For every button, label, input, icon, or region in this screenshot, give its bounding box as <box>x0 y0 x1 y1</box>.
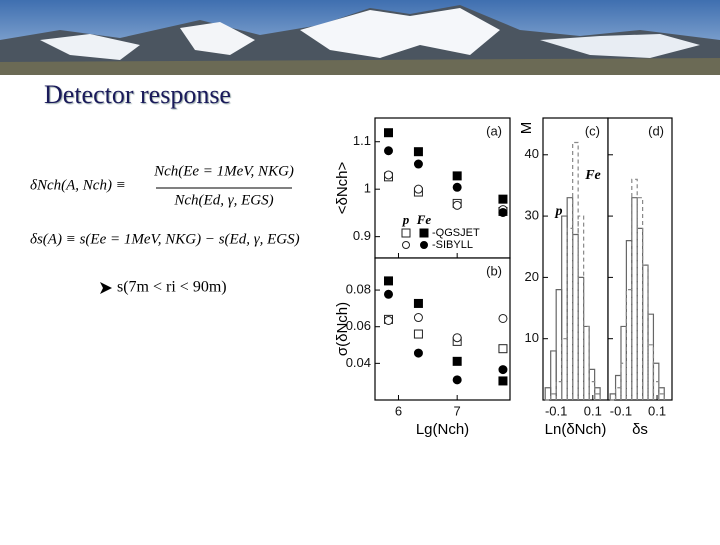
y-axis-label: M <box>518 122 535 135</box>
marker <box>384 315 393 325</box>
x-tick-label: 6 <box>395 403 402 418</box>
histogram-bin <box>555 381 563 400</box>
histogram-bin <box>583 325 590 400</box>
y-tick-label: 0.06 <box>346 318 371 333</box>
marker <box>384 276 393 286</box>
y-tick-label: 10 <box>525 330 539 345</box>
y-tick-label: 1.1 <box>353 133 371 148</box>
formula-lhs: δNch(A, Nch) ≡ <box>30 177 126 193</box>
histogram-bin <box>594 393 601 400</box>
x-tick-label: 0.1 <box>584 403 602 418</box>
marker <box>498 313 508 323</box>
x-tick-label: 7 <box>454 403 461 418</box>
legend-entry: -QGSJET <box>432 227 480 239</box>
y-tick-label: 40 <box>525 146 539 161</box>
legend-symbol <box>401 228 411 238</box>
histogram-bin <box>572 141 579 400</box>
marker <box>413 348 423 358</box>
histogram-bin <box>614 387 622 400</box>
x-tick-label: 0.1 <box>648 403 666 418</box>
plot-frame <box>374 117 511 259</box>
plots: 0.911.1(a)<δNch>p Fe-QGSJET-SIBYLL0.040.0… <box>334 117 673 438</box>
marker <box>452 333 462 343</box>
marker <box>413 184 423 194</box>
marker <box>413 298 423 308</box>
marker <box>384 289 393 299</box>
marker <box>452 200 462 210</box>
y-tick-label: 30 <box>525 208 539 223</box>
x-axis-label: δs <box>632 421 648 438</box>
histogram-bin <box>658 393 665 400</box>
formula-numerator: Nch(Ee = 1MeV, NKG) <box>153 163 294 179</box>
histogram-bin <box>647 344 655 400</box>
legend-symbol <box>419 228 429 238</box>
marker <box>498 207 508 217</box>
legend-symbol <box>420 241 428 249</box>
legend-entry: -SIBYLL <box>432 239 473 251</box>
y-tick-label: 1 <box>364 181 371 196</box>
marker <box>452 356 462 366</box>
marker <box>498 344 508 354</box>
annotation: p <box>555 204 563 219</box>
x-tick-label: -0.1 <box>610 403 632 418</box>
formula-2: δs(A) ≡ s(Ee = 1MeV, NKG) − s(Ed, γ, EGS… <box>30 231 300 247</box>
legend-column: p <box>402 212 410 227</box>
histogram-bin <box>577 215 585 400</box>
bullet-arrow <box>100 282 112 294</box>
formulas: δNch(A, Nch) ≡ Nch(Ee = 1MeV, NKG) Nch(E… <box>30 163 300 247</box>
x-tick-label: -0.1 <box>545 403 567 418</box>
y-axis-label: σ(δNch) <box>334 302 351 356</box>
bullet-text: s(7m < ri < 90m) <box>117 279 227 296</box>
marker <box>452 182 462 192</box>
marker <box>384 128 393 138</box>
y-tick-label: 0.9 <box>353 228 371 243</box>
banner <box>0 0 720 75</box>
y-axis-label: <δNch> <box>334 161 351 214</box>
marker <box>452 375 462 385</box>
plot-frame <box>607 117 673 401</box>
histogram-bin <box>588 381 596 400</box>
panel-label: (c) <box>585 123 600 138</box>
y-tick-label: 0.08 <box>346 282 371 297</box>
histogram-bin <box>652 381 660 400</box>
slide-title: Detector response <box>44 80 231 109</box>
histogram-bin <box>561 338 568 400</box>
marker <box>384 146 393 156</box>
plot-frame <box>542 117 609 401</box>
y-tick-label: 0.04 <box>346 355 371 370</box>
x-axis-label: Lg(Nch) <box>416 421 469 438</box>
x-axis-label: Ln(δNch) <box>545 421 607 438</box>
legend-column: Fe <box>416 212 432 227</box>
marker <box>452 171 462 181</box>
marker <box>413 147 423 157</box>
annotation: Fe <box>584 168 601 183</box>
histogram-bin <box>631 178 638 400</box>
formula-denominator: Nch(Ed, γ, EGS) <box>173 192 273 208</box>
marker <box>498 365 508 375</box>
plot-frame <box>374 257 511 401</box>
marker <box>498 194 508 204</box>
y-tick-label: 20 <box>525 269 539 284</box>
marker <box>498 376 508 386</box>
panel-label: (b) <box>486 263 502 278</box>
panel-label: (d) <box>648 123 664 138</box>
panel-label: (a) <box>486 123 502 138</box>
marker <box>413 313 423 323</box>
histogram-bin <box>625 289 633 400</box>
legend-symbol <box>402 241 410 249</box>
marker <box>413 159 423 169</box>
marker <box>413 329 423 339</box>
marker <box>384 170 393 180</box>
